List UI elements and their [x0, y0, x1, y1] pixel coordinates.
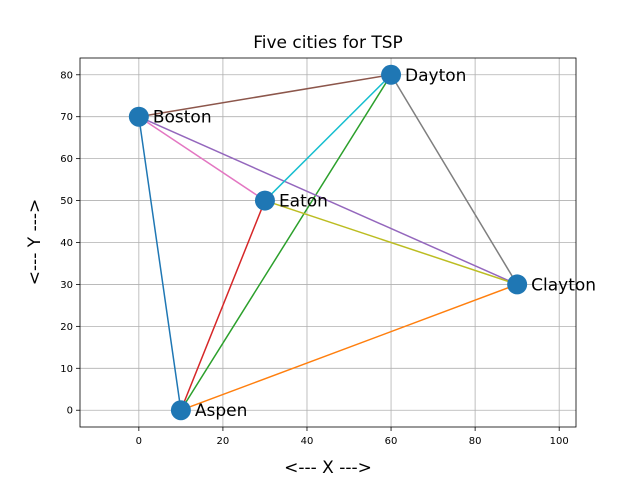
city-label-clayton: Clayton — [531, 275, 596, 295]
city-point-boston — [128, 106, 149, 127]
city-points — [128, 64, 528, 421]
y-tick-label: 30 — [60, 280, 73, 291]
y-tick-label: 70 — [60, 112, 73, 123]
route-edges — [138, 74, 518, 411]
x-tick-label: 0 — [136, 436, 142, 447]
y-tick-label: 0 — [67, 406, 73, 417]
edge-aspen-clayton — [180, 283, 518, 411]
city-label-dayton: Dayton — [405, 66, 466, 86]
chart-title: Five cities for TSP — [253, 33, 403, 53]
city-point-aspen — [170, 400, 191, 421]
y-tick-label: 80 — [60, 70, 73, 81]
y-tick-label: 60 — [60, 154, 73, 165]
edge-aspen-eaton — [180, 199, 266, 411]
x-tick-label: 60 — [385, 436, 398, 447]
edge-boston-clayton — [138, 115, 518, 286]
edge-boston-eaton — [138, 115, 266, 202]
y-axis-label: <--- Y ---> — [25, 199, 45, 286]
edge-boston-dayton — [138, 74, 392, 118]
x-tick-label: 100 — [550, 436, 569, 447]
city-labels: Aspen Boston Clayton Dayton Eaton — [153, 66, 596, 421]
city-point-dayton — [381, 64, 402, 85]
city-point-eaton — [254, 190, 275, 211]
city-label-eaton: Eaton — [279, 192, 328, 212]
edge-dayton-eaton — [264, 74, 392, 202]
x-tick-label: 40 — [301, 436, 314, 447]
x-axis-label: <--- X ---> — [284, 458, 372, 478]
edge-clayton-eaton — [264, 199, 518, 286]
y-tick-label: 40 — [60, 238, 73, 249]
y-tick-label: 20 — [60, 322, 73, 333]
y-tick-label: 10 — [60, 364, 73, 375]
y-tick-label: 50 — [60, 196, 73, 207]
edge-aspen-dayton — [180, 74, 392, 411]
edge-clayton-dayton — [390, 74, 518, 286]
axis-ticks: 0 20 40 60 80 100 0 10 20 30 40 50 60 70 80 — [60, 70, 568, 447]
x-tick-label: 20 — [217, 436, 230, 447]
edge-aspen-boston — [138, 115, 182, 411]
grid-lines — [80, 58, 576, 427]
city-label-aspen: Aspen — [195, 401, 248, 421]
x-tick-label: 80 — [469, 436, 482, 447]
city-label-boston: Boston — [153, 108, 212, 128]
city-point-clayton — [507, 274, 528, 295]
